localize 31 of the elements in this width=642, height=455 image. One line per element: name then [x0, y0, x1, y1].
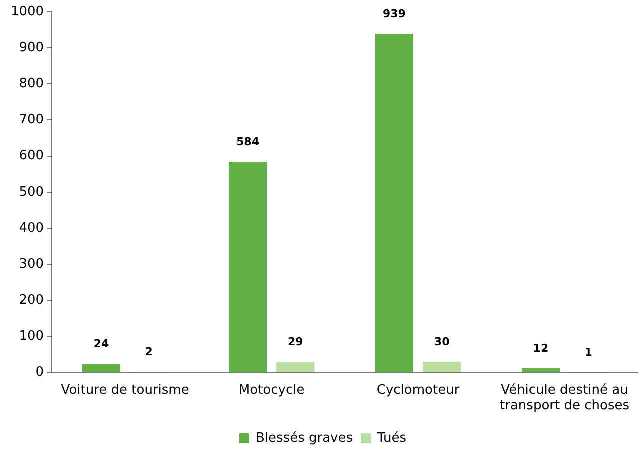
y-tick-label: 1000 [10, 4, 44, 20]
bar [522, 368, 560, 372]
data-label: 24 [94, 338, 110, 350]
data-label: 2 [145, 345, 153, 358]
data-label: 939 [382, 7, 406, 20]
bar [276, 362, 315, 372]
y-tick-label: 800 [19, 76, 44, 92]
y-tick-label: 700 [19, 112, 44, 128]
y-tick-label: 500 [19, 184, 44, 200]
bar [82, 364, 121, 372]
y-tick-label: 300 [19, 256, 44, 272]
y-tick-label: 600 [19, 148, 44, 164]
data-label: 584 [236, 135, 260, 148]
y-tick-label: 400 [19, 220, 44, 236]
legend-label: Tués [376, 430, 407, 446]
data-label: 12 [533, 342, 549, 355]
data-label: 29 [288, 336, 304, 349]
legend-label: Blessés graves [256, 430, 354, 446]
data-label: 1 [584, 346, 592, 359]
y-tick-label: 900 [19, 40, 44, 56]
data-label: 30 [434, 335, 450, 348]
x-tick-label: Motocycle [238, 382, 305, 398]
bar [375, 34, 414, 372]
x-tick-label: Cyclomoteur [376, 382, 460, 398]
bar [228, 162, 268, 372]
y-tick-label: 0 [36, 365, 44, 380]
y-tick-label: 200 [19, 293, 44, 308]
y-tick-label: 100 [19, 329, 44, 344]
x-tick-label: Véhicule destiné au transport de choses [500, 382, 630, 414]
bar [423, 362, 462, 372]
x-tick-label: Voiture de tourisme [61, 382, 190, 398]
